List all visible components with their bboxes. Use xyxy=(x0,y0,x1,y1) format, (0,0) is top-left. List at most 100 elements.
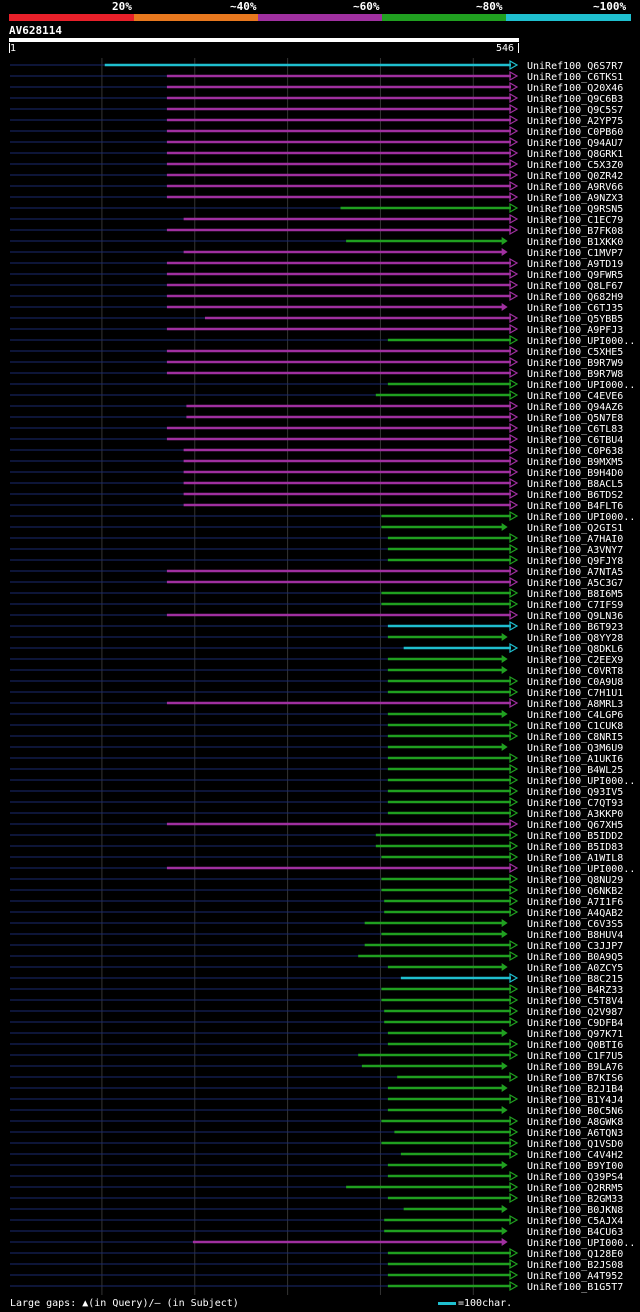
hit-arrow xyxy=(509,1005,519,1017)
hit-arrow xyxy=(509,158,519,170)
hit-label: UniRef100_C5X3Z0 xyxy=(527,160,623,171)
hit-arrow xyxy=(501,1161,508,1169)
hit-label: UniRef100_C5AJX4 xyxy=(527,1216,623,1227)
legend-label: ~60% xyxy=(353,0,380,13)
hit-arrow xyxy=(509,818,519,830)
hit-arrow xyxy=(509,730,519,742)
hit-label: UniRef100_C7H1U1 xyxy=(527,688,623,699)
hit-arrow xyxy=(509,532,519,544)
hit-arrow xyxy=(509,675,519,687)
hit-arrow xyxy=(509,1115,519,1127)
hit-label: UniRef100_B0A9Q5 xyxy=(527,952,623,963)
hit-label: UniRef100_C6V3S5 xyxy=(527,919,623,930)
hit-arrow xyxy=(501,666,508,674)
hit-arrow xyxy=(509,422,519,434)
hit-label: UniRef100_A0ZCY5 xyxy=(527,963,623,974)
hit-label: UniRef100_B5IDD2 xyxy=(527,831,623,842)
hit-arrow xyxy=(509,719,519,731)
hit-label: UniRef100_Q6S7R7 xyxy=(527,61,623,72)
hit-label: UniRef100_Q128E0 xyxy=(527,1249,623,1260)
hit-label: UniRef100_Q9LN36 xyxy=(527,611,623,622)
hit-arrow xyxy=(509,169,519,181)
hit-arrow xyxy=(509,554,519,566)
hit-arrow xyxy=(509,1137,519,1149)
hit-arrow xyxy=(509,180,519,192)
hit-label: UniRef100_B5ID83 xyxy=(527,842,623,853)
hit-label: UniRef100_C5XHE5 xyxy=(527,347,623,358)
hit-arrow xyxy=(501,303,508,311)
hit-arrow xyxy=(509,345,519,357)
legend-swatch xyxy=(382,14,506,21)
hit-label: UniRef100_UPI000.. xyxy=(527,776,635,787)
hit-arrow xyxy=(509,939,519,951)
hit-label: UniRef100_Q97K71 xyxy=(527,1029,623,1040)
hit-label: UniRef100_Q93IV5 xyxy=(527,787,623,798)
hit-arrow xyxy=(509,576,519,588)
hit-label: UniRef100_A4T952 xyxy=(527,1271,623,1282)
hit-arrow xyxy=(501,930,508,938)
hit-label: UniRef100_Q9C5S7 xyxy=(527,105,623,116)
hit-label: UniRef100_C4LGP6 xyxy=(527,710,623,721)
hit-arrow xyxy=(509,125,519,137)
hit-arrow xyxy=(509,950,519,962)
hit-label: UniRef100_A3VNY7 xyxy=(527,545,623,556)
hit-label: UniRef100_C7QT93 xyxy=(527,798,623,809)
hit-label: UniRef100_Q39PS4 xyxy=(527,1172,623,1183)
hit-arrow xyxy=(509,686,519,698)
hit-arrow xyxy=(501,1084,508,1092)
hit-arrow xyxy=(509,774,519,786)
hit-arrow xyxy=(509,840,519,852)
hit-label: UniRef100_Q0ZR42 xyxy=(527,171,623,182)
hit-label: UniRef100_C4V4H2 xyxy=(527,1150,623,1161)
start-tick-mark xyxy=(9,43,10,53)
hit-arrow xyxy=(509,1280,519,1292)
hit-arrow xyxy=(509,1038,519,1050)
hit-arrow xyxy=(509,1049,519,1061)
hit-label: UniRef100_Q94AZ6 xyxy=(527,402,623,413)
scale-legend: =100char. xyxy=(438,1298,512,1310)
hit-label: UniRef100_A9PFJ3 xyxy=(527,325,623,336)
hit-label: UniRef100_B1XKK0 xyxy=(527,237,623,248)
hit-arrow xyxy=(509,796,519,808)
hit-label: UniRef100_A7NTA5 xyxy=(527,567,623,578)
hit-label: UniRef100_C0A9U8 xyxy=(527,677,623,688)
hit-arrow xyxy=(509,862,519,874)
hit-label: UniRef100_A3KKP0 xyxy=(527,809,623,820)
hit-arrow xyxy=(501,710,508,718)
hit-label: UniRef100_B9H4D0 xyxy=(527,468,623,479)
hit-arrow xyxy=(501,1238,508,1246)
hit-arrow xyxy=(509,257,519,269)
hit-label: UniRef100_Q9FWR5 xyxy=(527,270,623,281)
hit-arrow xyxy=(509,906,519,918)
hit-label: UniRef100_Q8YY28 xyxy=(527,633,623,644)
hit-label: UniRef100_C1F7U5 xyxy=(527,1051,623,1062)
query-start-label: 1 xyxy=(10,43,17,54)
hit-label: UniRef100_C1MVP7 xyxy=(527,248,623,259)
hit-arrow xyxy=(509,488,519,500)
hit-label: UniRef100_Q9RSN5 xyxy=(527,204,623,215)
hit-label: UniRef100_B7KIS6 xyxy=(527,1073,623,1084)
hit-label: UniRef100_B9YI00 xyxy=(527,1161,623,1172)
hit-arrow xyxy=(509,92,519,104)
hit-label: UniRef100_B2J1B4 xyxy=(527,1084,623,1095)
hit-label: UniRef100_C0P638 xyxy=(527,446,623,457)
hit-label: UniRef100_C8NRI5 xyxy=(527,732,623,743)
hit-label: UniRef100_A8GWK8 xyxy=(527,1117,623,1128)
hit-label: UniRef100_B6T923 xyxy=(527,622,623,633)
hit-label: UniRef100_UPI000.. xyxy=(527,1238,635,1249)
hit-arrow xyxy=(509,224,519,236)
hit-label: UniRef100_B9R7W8 xyxy=(527,369,623,380)
hit-label: UniRef100_B1G5T7 xyxy=(527,1282,623,1293)
hit-label: UniRef100_A4QAB2 xyxy=(527,908,623,919)
hit-arrow xyxy=(501,237,508,245)
hit-label: UniRef100_UPI000.. xyxy=(527,864,635,875)
hit-label: UniRef100_C6TKS1 xyxy=(527,72,623,83)
hit-label: UniRef100_A9RV66 xyxy=(527,182,623,193)
hit-label: UniRef100_Q9FJY8 xyxy=(527,556,623,567)
query-bar xyxy=(9,38,519,42)
hit-arrow xyxy=(509,1258,519,1270)
hit-arrow xyxy=(509,433,519,445)
hit-label: UniRef100_B8C215 xyxy=(527,974,623,985)
hit-label: UniRef100_A7I1F6 xyxy=(527,897,623,908)
